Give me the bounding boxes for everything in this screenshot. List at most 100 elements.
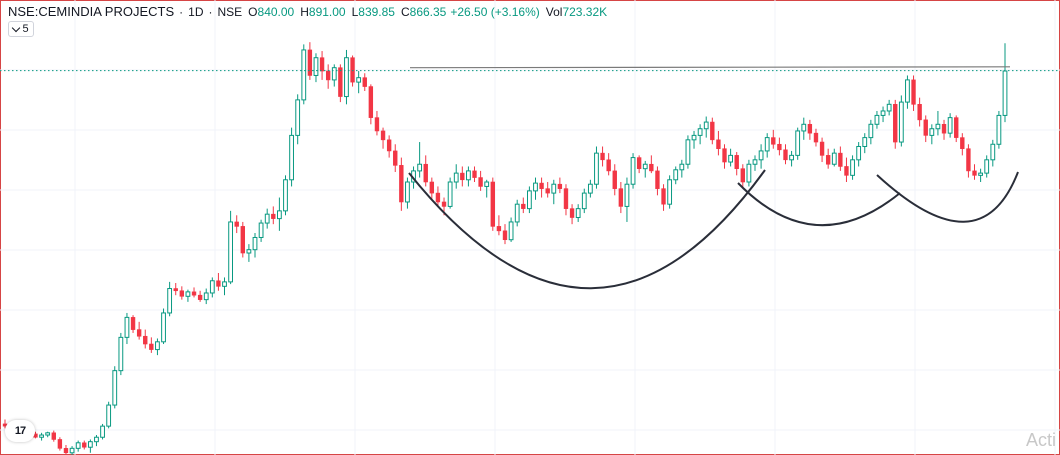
- candle[interactable]: [75, 440, 81, 452]
- candle[interactable]: [484, 179, 490, 198]
- candle[interactable]: [173, 282, 178, 296]
- candle[interactable]: [649, 155, 654, 174]
- candle[interactable]: [87, 439, 93, 453]
- candle[interactable]: [155, 338, 160, 356]
- candle[interactable]: [679, 159, 685, 178]
- candle[interactable]: [716, 130, 721, 156]
- candle[interactable]: [331, 64, 337, 87]
- candle[interactable]: [161, 308, 166, 345]
- candle[interactable]: [240, 221, 245, 258]
- candle[interactable]: [728, 148, 733, 167]
- candle[interactable]: [45, 431, 51, 438]
- candle[interactable]: [630, 153, 636, 189]
- candle[interactable]: [600, 146, 605, 167]
- candle[interactable]: [1002, 43, 1008, 123]
- candle[interactable]: [496, 215, 502, 236]
- candle[interactable]: [301, 44, 307, 105]
- candle[interactable]: [490, 177, 495, 231]
- candle[interactable]: [722, 144, 727, 169]
- candle[interactable]: [697, 124, 703, 145]
- candle[interactable]: [246, 244, 252, 262]
- candle[interactable]: [783, 144, 788, 165]
- candle[interactable]: [923, 115, 928, 143]
- candle[interactable]: [655, 166, 660, 196]
- candle[interactable]: [990, 139, 996, 167]
- candle[interactable]: [911, 75, 916, 111]
- candle[interactable]: [277, 197, 282, 231]
- candle[interactable]: [399, 157, 404, 211]
- candle[interactable]: [393, 144, 398, 173]
- symbol-name[interactable]: NSE:CEMINDIA PROJECTS: [8, 4, 175, 19]
- candle[interactable]: [106, 401, 112, 429]
- candle[interactable]: [807, 119, 813, 140]
- candle[interactable]: [149, 337, 154, 353]
- candle[interactable]: [691, 130, 697, 149]
- candle[interactable]: [856, 142, 862, 167]
- interval-label[interactable]: 1D: [188, 4, 204, 19]
- candle[interactable]: [57, 437, 63, 451]
- candle[interactable]: [703, 116, 709, 138]
- candle[interactable]: [386, 135, 392, 158]
- candle[interactable]: [758, 144, 764, 169]
- candle[interactable]: [874, 110, 880, 129]
- candle[interactable]: [203, 288, 209, 305]
- candle[interactable]: [581, 188, 587, 214]
- legend-collapse-button[interactable]: 5: [8, 21, 34, 37]
- candle[interactable]: [533, 177, 538, 200]
- tradingview-logo[interactable]: 17: [5, 420, 35, 442]
- candle[interactable]: [557, 177, 563, 194]
- candle[interactable]: [563, 184, 569, 216]
- candle[interactable]: [527, 186, 532, 214]
- candle[interactable]: [283, 175, 288, 216]
- candle[interactable]: [868, 119, 874, 145]
- candle[interactable]: [795, 127, 801, 160]
- candle[interactable]: [69, 446, 75, 455]
- candle[interactable]: [417, 142, 423, 178]
- candle[interactable]: [94, 435, 99, 447]
- candle[interactable]: [978, 168, 983, 182]
- candle[interactable]: [606, 153, 611, 176]
- candle[interactable]: [264, 208, 270, 229]
- candle[interactable]: [179, 286, 185, 300]
- candle[interactable]: [642, 160, 648, 178]
- candle[interactable]: [216, 273, 221, 291]
- candle[interactable]: [569, 204, 575, 225]
- candle[interactable]: [966, 144, 971, 178]
- candle[interactable]: [429, 177, 435, 200]
- candle[interactable]: [338, 64, 343, 103]
- candle[interactable]: [898, 95, 904, 147]
- candle[interactable]: [893, 99, 898, 149]
- candle[interactable]: [344, 49, 349, 105]
- candle[interactable]: [710, 117, 715, 145]
- candle[interactable]: [460, 166, 465, 187]
- candle[interactable]: [63, 445, 69, 455]
- candle[interactable]: [405, 177, 410, 209]
- resistance-line[interactable]: [409, 66, 1011, 69]
- candle[interactable]: [289, 127, 294, 187]
- candle[interactable]: [880, 106, 886, 123]
- candle[interactable]: [661, 184, 666, 211]
- candle[interactable]: [947, 113, 953, 138]
- candle[interactable]: [789, 150, 794, 167]
- candle[interactable]: [313, 53, 319, 83]
- candle[interactable]: [222, 277, 227, 296]
- candle[interactable]: [972, 164, 977, 180]
- candle[interactable]: [228, 210, 234, 285]
- candle[interactable]: [100, 423, 105, 440]
- candle[interactable]: [734, 152, 739, 176]
- candle[interactable]: [295, 94, 301, 145]
- candle[interactable]: [472, 166, 477, 182]
- candle[interactable]: [234, 215, 239, 234]
- candle[interactable]: [850, 155, 855, 180]
- candle[interactable]: [575, 204, 581, 222]
- candle[interactable]: [587, 179, 593, 198]
- candle[interactable]: [746, 159, 752, 187]
- candle[interactable]: [143, 329, 148, 349]
- candle[interactable]: [771, 129, 776, 149]
- candle[interactable]: [167, 281, 173, 317]
- candle[interactable]: [252, 233, 258, 258]
- candle[interactable]: [624, 177, 630, 222]
- candle[interactable]: [752, 155, 758, 171]
- candle[interactable]: [984, 155, 990, 178]
